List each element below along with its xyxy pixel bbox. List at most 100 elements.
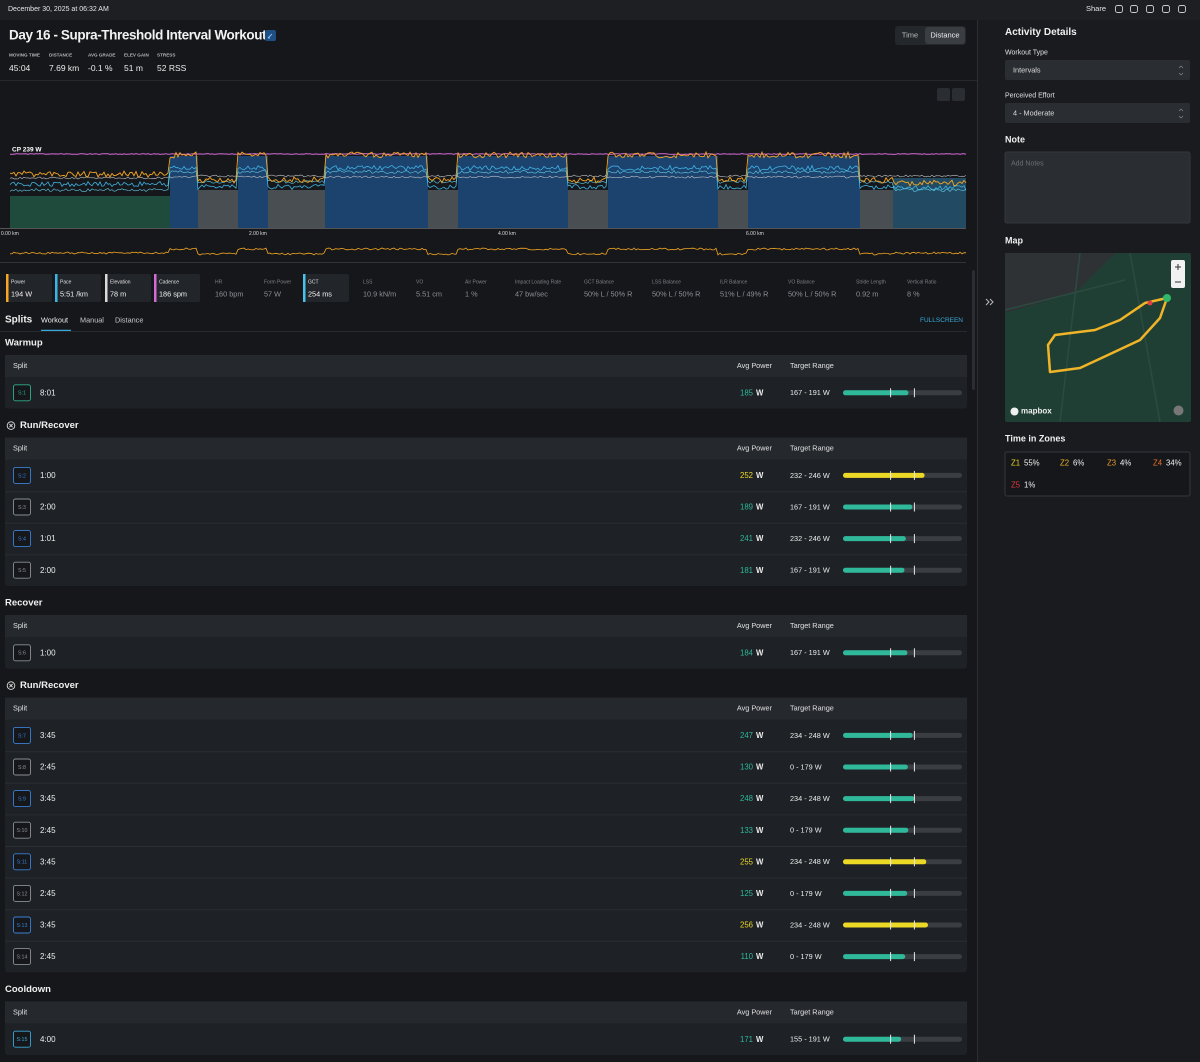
interval-block xyxy=(238,156,268,228)
split-badge-label: S:6 xyxy=(18,651,26,657)
splits-tab[interactable]: Manual xyxy=(80,315,104,324)
target-bar-fill xyxy=(843,390,909,396)
target-bar-fill xyxy=(843,1036,902,1042)
chart-tool[interactable] xyxy=(937,88,950,101)
zone-label: Z4 xyxy=(1153,459,1163,468)
repeat-icon xyxy=(6,681,16,690)
metric-label: Elevation xyxy=(110,279,131,285)
select-box[interactable] xyxy=(1005,60,1190,80)
note-input[interactable] xyxy=(1004,151,1191,224)
split-time: 1:01 xyxy=(40,534,56,543)
select-arrows xyxy=(1178,108,1184,119)
map-zoom-glyphs xyxy=(1175,264,1181,283)
split-time: 3:45 xyxy=(40,921,56,930)
share-button[interactable]: Share xyxy=(1086,4,1106,13)
column-header: Target Range xyxy=(790,621,834,630)
metric-tile xyxy=(105,274,151,302)
split-table-header xyxy=(5,355,967,377)
stat-label: DISTANCE xyxy=(49,53,72,58)
toggle-distance[interactable]: Distance xyxy=(930,30,959,39)
split-time: 2:45 xyxy=(40,952,56,961)
target-bar-fill xyxy=(843,536,906,542)
toolbar-icon[interactable] xyxy=(1115,5,1123,13)
column-header: Avg Power xyxy=(737,1007,773,1016)
metric-tile xyxy=(6,274,52,302)
metric-value: 5:51 /km xyxy=(60,289,88,298)
toolbar-icon[interactable] xyxy=(1130,5,1138,13)
fullscreen-button[interactable]: FULLSCREEN xyxy=(920,317,963,324)
interval-block xyxy=(860,190,893,228)
zone-value: 6% xyxy=(1073,459,1084,468)
split-badge-label: S:3 xyxy=(18,505,26,511)
column-header: Split xyxy=(13,361,27,370)
field-label: Perceived Effort xyxy=(1005,92,1055,99)
metric-value: 50% L / 50% R xyxy=(652,289,700,298)
zone-label: Z2 xyxy=(1060,459,1069,468)
split-time: 2:45 xyxy=(40,763,56,772)
metric-value: 186 spm xyxy=(159,289,187,298)
x-axis-label: 4.00 km xyxy=(498,231,516,237)
metric-label: LSS xyxy=(363,279,373,285)
stat-label: AVG GRADE xyxy=(88,53,115,58)
stat-label: MOVING TIME xyxy=(9,53,40,58)
target-range: 234 - 248 W xyxy=(790,794,830,803)
split-table-header xyxy=(5,615,967,637)
metric-value: 51% L / 49% R xyxy=(720,289,768,298)
map-road xyxy=(1004,252,1161,423)
split-badge xyxy=(13,853,31,871)
metric-value: 78 m xyxy=(110,289,126,298)
split-badge-label: S:11 xyxy=(17,860,28,866)
toolbar-icon[interactable] xyxy=(1162,5,1170,13)
chart-tool[interactable] xyxy=(952,88,965,101)
group-title: Run/Recover xyxy=(20,420,79,431)
map-zoom[interactable] xyxy=(1171,260,1185,288)
target-range: 167 - 191 W xyxy=(790,648,830,657)
column-header: Avg Power xyxy=(737,704,773,713)
interval-block xyxy=(428,190,458,228)
metric-value: 50% L / 50% R xyxy=(584,289,632,298)
avg-power: 248 xyxy=(740,794,753,803)
avg-power-unit: W xyxy=(756,952,764,961)
split-time: 2:45 xyxy=(40,826,56,835)
toggle-time[interactable]: Time xyxy=(902,30,918,39)
target-range: 232 - 246 W xyxy=(790,471,830,480)
group-title: Cooldown xyxy=(5,984,51,995)
metric-label: Air Power xyxy=(465,279,487,285)
metric-indicator xyxy=(6,274,9,302)
split-badge xyxy=(13,561,31,579)
avg-power-unit: W xyxy=(756,1035,764,1044)
select-box[interactable] xyxy=(1005,103,1190,123)
column-header: Avg Power xyxy=(737,361,773,370)
field-label: Workout Type xyxy=(1005,49,1048,56)
split-badge xyxy=(13,384,31,402)
column-header: Target Range xyxy=(790,704,834,713)
splits-tab[interactable]: Workout xyxy=(41,315,68,324)
toolbar-icon[interactable] xyxy=(1178,5,1186,13)
metric-label: GCT Balance xyxy=(584,279,614,285)
zones-box xyxy=(1004,451,1191,497)
avg-power-unit: W xyxy=(756,503,764,512)
workout-title: Day 16 - Supra-Threshold Interval Workou… xyxy=(9,28,267,43)
splits-tab[interactable]: Distance xyxy=(115,315,143,324)
overview-trace xyxy=(9,247,967,256)
select-arrows xyxy=(1178,65,1184,76)
group-title: Run/Recover xyxy=(20,680,79,691)
avg-power: 130 xyxy=(740,763,754,772)
split-badge xyxy=(13,644,31,662)
split-badge xyxy=(13,948,31,966)
scrollbar[interactable] xyxy=(972,270,975,390)
zone-label: Z5 xyxy=(1011,481,1021,490)
target-bar-fill xyxy=(843,859,927,865)
split-badge-label: S:4 xyxy=(18,537,26,543)
split-badge-label: S:7 xyxy=(18,733,26,739)
view-toggle-active xyxy=(925,27,965,44)
collapse-icon[interactable] xyxy=(985,298,994,306)
map-built-area xyxy=(1005,253,1115,313)
metric-label: VO xyxy=(416,279,423,285)
metric-value: 1 % xyxy=(465,289,478,298)
avg-power-unit: W xyxy=(756,763,764,772)
toolbar-icon[interactable] xyxy=(1146,5,1154,13)
target-range: 0 - 179 W xyxy=(790,952,822,961)
map-info[interactable] xyxy=(1173,405,1184,416)
